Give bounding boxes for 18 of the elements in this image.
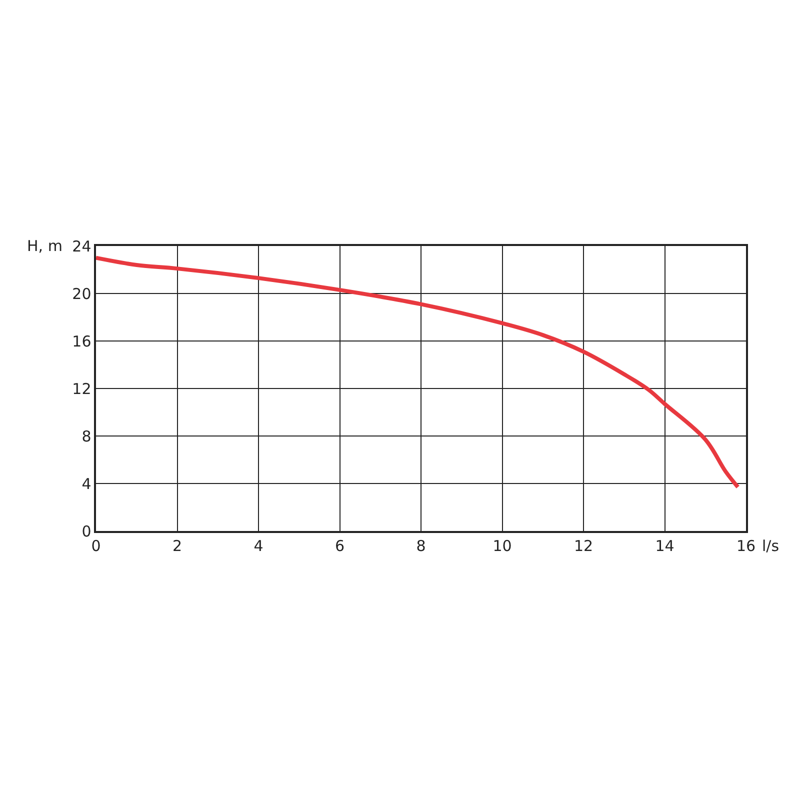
x-tick-label: 12 [574,536,594,555]
x-tick-label: 6 [334,536,345,555]
x-tick-label: 2 [172,536,182,555]
x-tick-label: 4 [254,536,264,555]
y-tick-label: 0 [82,522,92,540]
y-tick-label: 4 [82,474,92,493]
x-tick-label: 10 [492,536,512,555]
x-axis-title: l/s [762,537,780,555]
y-tick-label: 24 [72,237,92,256]
y-tick-label: 16 [72,332,92,350]
x-tick-label: 8 [416,536,426,555]
y-tick-label: 20 [72,284,92,303]
y-tick-label: 12 [72,380,92,398]
y-tick-label: 8 [82,427,92,446]
x-tick-label: 16 [736,536,756,555]
x-tick-label: 14 [655,536,674,555]
line-series [96,256,740,490]
y-axis-title: H, m [27,237,62,255]
